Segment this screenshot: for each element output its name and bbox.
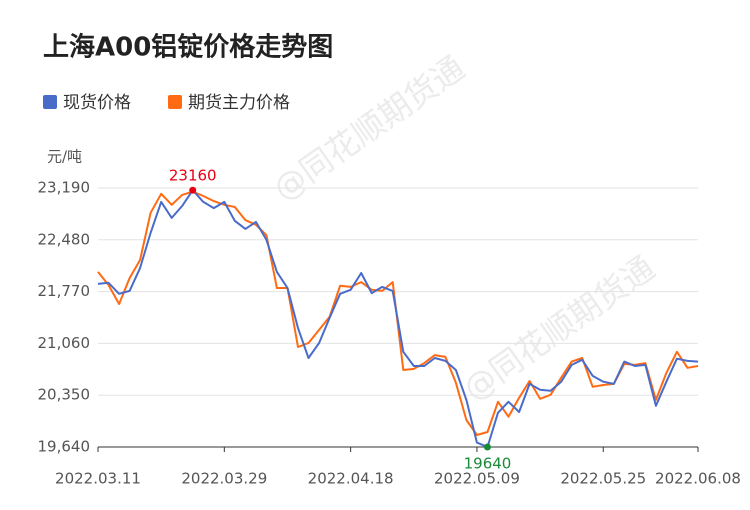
y-tick-label: 22,480 [38,230,91,248]
y-tick-label: 19,640 [38,438,91,456]
legend-swatch [43,95,57,109]
y-tick-label: 23,190 [38,179,91,197]
x-tick-label: 2022.03.11 [55,470,141,488]
extreme-label: 19640 [464,455,512,473]
extreme-point [483,443,491,451]
x-tick-label: 2022.05.25 [560,470,646,488]
legend-swatch [168,95,182,109]
x-tick-label: 2022.05.09 [434,470,520,488]
y-tick-label: 21,770 [38,282,91,300]
x-tick-label: 2022.03.29 [181,470,267,488]
y-tick-label: 21,060 [38,334,91,352]
y-tick-label: 20,350 [38,386,91,404]
extreme-point [189,186,197,194]
x-tick-label: 2022.04.18 [308,470,394,488]
series-line [97,189,699,448]
watermark: @同花顺期货通 [266,49,471,209]
y-unit: 元/吨 [47,148,82,166]
x-tick-label: 2022.06.08 [655,470,741,488]
chart-title: 上海A00铝锭价格走势图 [43,32,333,63]
legend-label: 现货价格 [63,93,131,113]
extreme-label: 23160 [169,167,217,185]
legend-label: 期货主力价格 [188,93,290,113]
